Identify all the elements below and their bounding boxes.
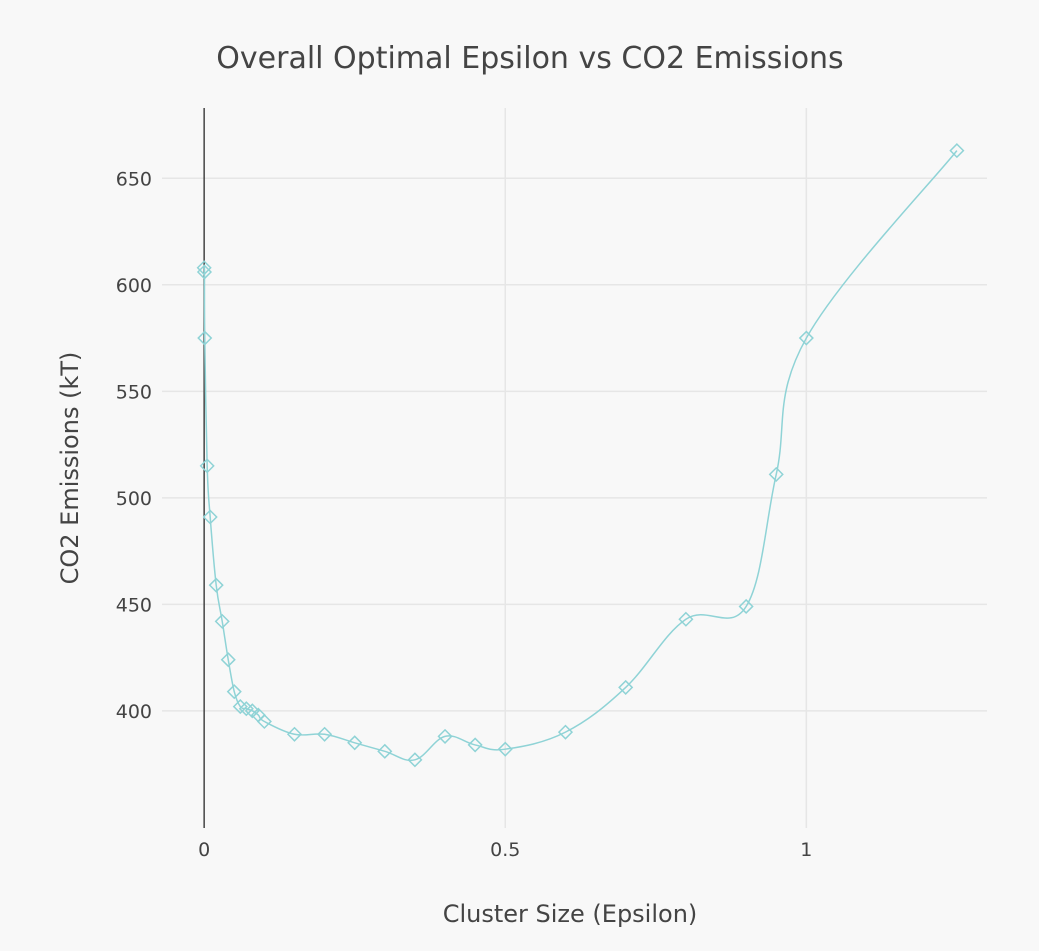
y-tick-label: 600 xyxy=(116,275,152,297)
data-point-marker[interactable] xyxy=(347,735,363,751)
data-point-marker[interactable] xyxy=(407,752,423,768)
data-point-marker[interactable] xyxy=(196,260,212,276)
x-axis-title: Cluster Size (Epsilon) xyxy=(443,900,698,928)
data-point-marker[interactable] xyxy=(738,598,754,615)
data-point-marker[interactable] xyxy=(467,737,483,753)
data-point-marker[interactable] xyxy=(437,728,453,744)
data-point-marker[interactable] xyxy=(286,726,303,742)
data-point-marker[interactable] xyxy=(226,684,242,700)
data-point-marker[interactable] xyxy=(317,726,333,742)
chart-title: Overall Optimal Epsilon vs CO2 Emissions xyxy=(216,41,843,76)
x-tick-label: 0.5 xyxy=(490,839,520,861)
data-point-marker[interactable] xyxy=(208,577,224,593)
y-tick-label: 550 xyxy=(116,381,152,403)
data-point-marker[interactable] xyxy=(196,264,213,280)
data-point-marker[interactable] xyxy=(199,458,215,474)
data-point-marker[interactable] xyxy=(798,330,814,346)
data-point-marker[interactable] xyxy=(497,741,513,757)
x-tick-label: 0 xyxy=(198,839,210,861)
data-point-marker[interactable] xyxy=(220,652,236,668)
data-point-marker[interactable] xyxy=(768,466,784,482)
data-point-marker[interactable] xyxy=(618,679,634,695)
y-tick-label: 400 xyxy=(116,701,152,723)
data-point-marker[interactable] xyxy=(256,713,272,730)
series-layer xyxy=(196,143,965,768)
y-tick-label: 450 xyxy=(116,594,152,616)
data-point-marker[interactable] xyxy=(949,143,965,159)
grid xyxy=(162,108,987,828)
data-point-marker[interactable] xyxy=(197,330,213,346)
y-tick-label: 650 xyxy=(116,168,152,190)
data-point-marker[interactable] xyxy=(244,703,260,719)
data-point-marker[interactable] xyxy=(678,611,694,627)
axes: 400 450 500 550 600 650 0 0.5 1 xyxy=(116,168,813,861)
x-tick-label: 1 xyxy=(800,839,812,861)
data-point-marker[interactable] xyxy=(377,743,393,759)
y-axis-title: CO2 Emissions (kT) xyxy=(56,352,84,585)
data-point-marker[interactable] xyxy=(557,724,574,740)
data-point-marker[interactable] xyxy=(202,509,218,525)
series-line xyxy=(203,150,958,762)
data-point-marker[interactable] xyxy=(214,613,230,629)
y-tick-label: 500 xyxy=(116,488,152,510)
